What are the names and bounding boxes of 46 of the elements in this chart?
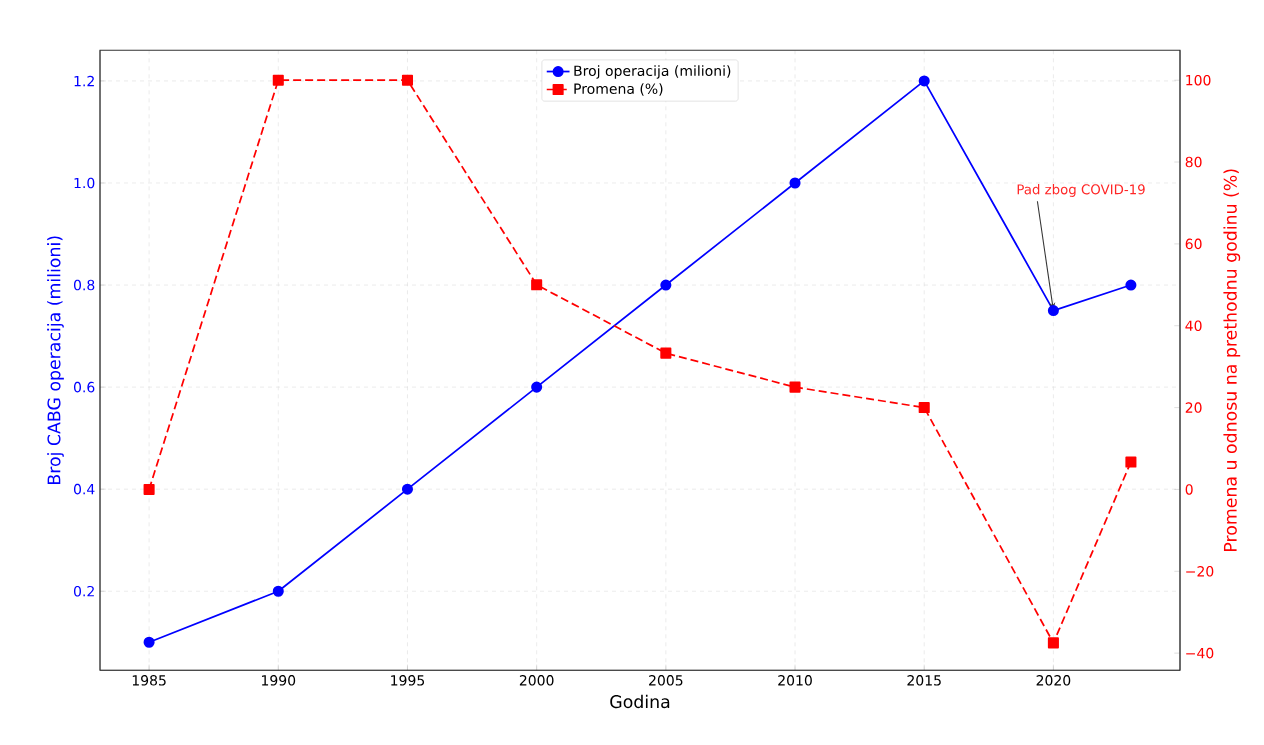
x-tick-label: 2005	[649, 675, 683, 686]
point	[789, 177, 801, 189]
legend-label: Broj operacija (milioni)	[574, 65, 731, 79]
x-tick-label: 1990	[262, 675, 296, 686]
x-tick-label: 1995	[391, 675, 425, 686]
y2-tick-label: 80	[1185, 156, 1202, 168]
x-tick-label: 2020	[1036, 675, 1071, 686]
point	[918, 402, 930, 414]
point	[272, 74, 284, 86]
y-tick-label: 0.4	[73, 483, 95, 495]
x-tick-label: 2010	[778, 675, 812, 686]
x-axis-title: Godina	[610, 694, 670, 709]
y-tick-label: 1.0	[74, 177, 95, 189]
y2-tick-label: 40	[1185, 320, 1202, 332]
point	[401, 483, 414, 495]
point	[1047, 637, 1059, 649]
point	[143, 483, 155, 495]
point	[531, 279, 543, 291]
y-tick-label: 0.2	[73, 585, 94, 597]
point	[401, 74, 414, 86]
y-tick-label: 0.6	[73, 381, 95, 393]
point	[1125, 456, 1137, 468]
x-tick-label: 2000	[519, 675, 554, 686]
annotation: Pad zbog COVID-19	[1017, 184, 1145, 197]
legend-label: Promena (%)	[574, 83, 663, 96]
point	[918, 75, 930, 87]
x-tick-label: 1985	[132, 675, 166, 686]
y2-tick-label: −40	[1186, 647, 1214, 659]
y2-tick-label: 0	[1185, 484, 1193, 495]
y-tick-label: 1.2	[74, 75, 94, 87]
point	[272, 585, 284, 597]
y2-axis-title: Promena u odnosu na prethodnu godinu (%)	[1223, 169, 1241, 551]
point	[660, 279, 672, 291]
y2-tick-label: 100	[1186, 74, 1211, 86]
point	[531, 381, 543, 393]
y-tick-label: 0.8	[73, 279, 95, 291]
y2-tick-label: −20	[1186, 565, 1214, 577]
point	[660, 347, 672, 359]
y2-tick-label: 20	[1185, 402, 1202, 413]
point	[143, 636, 155, 648]
x-tick-label: 2015	[907, 675, 941, 686]
y-axis-title: Broj CABG operacija (milioni)	[47, 236, 64, 484]
point	[1125, 279, 1137, 291]
point	[789, 381, 801, 393]
point	[1047, 305, 1059, 317]
y2-tick-label: 60	[1185, 238, 1202, 250]
